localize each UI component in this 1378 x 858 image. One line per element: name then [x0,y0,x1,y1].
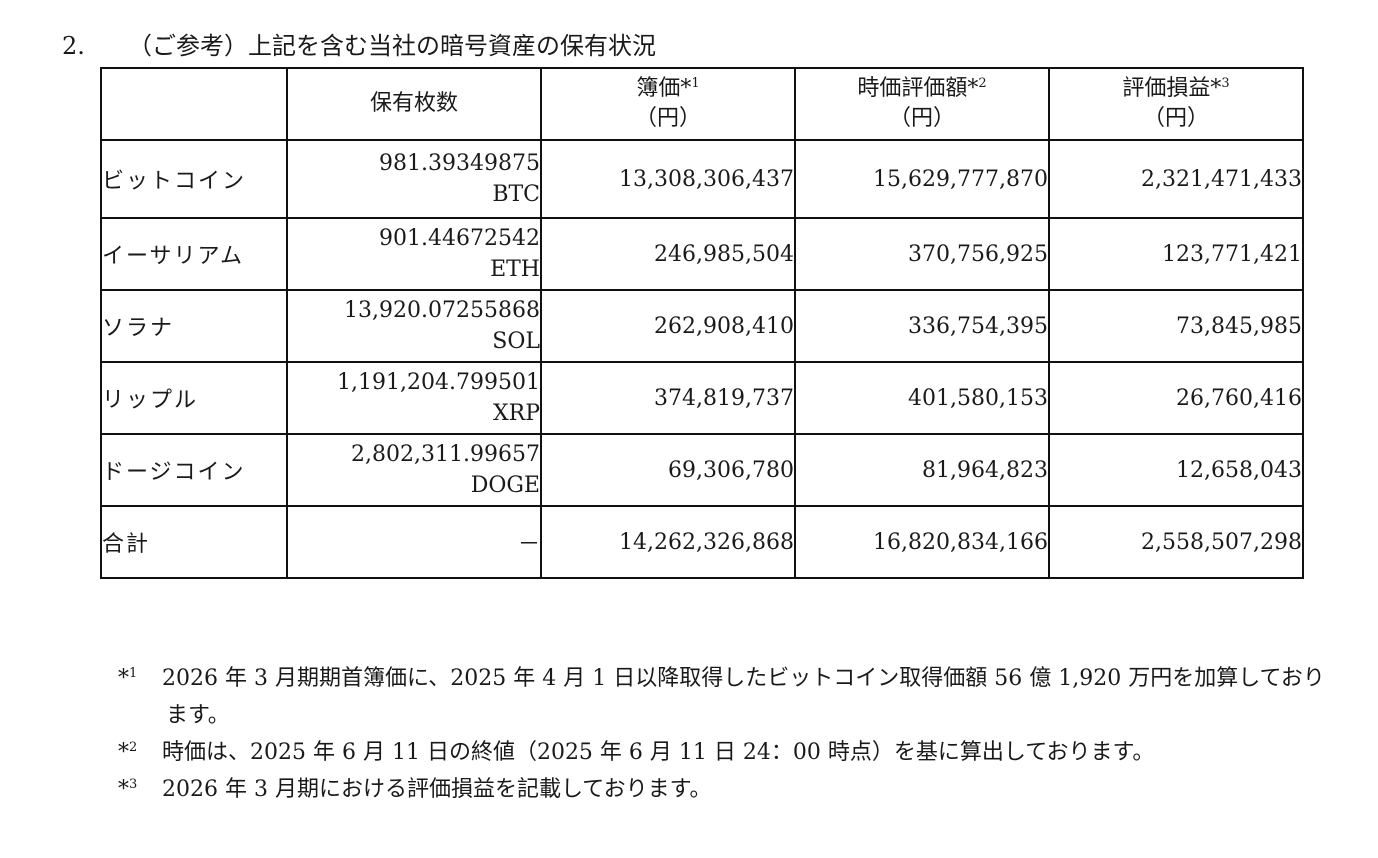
footnote-3-marker: *3 [118,771,162,808]
table-row-solana: ソラナ 13,920.07255868 SOL 262,908,410 336,… [100,289,1304,363]
asset-name: ビットコイン [100,139,288,219]
footnote-1-text: 2026 年 3 月期期首簿価に、2025 年 4 月 1 日以降取得したビット… [162,666,1325,691]
header-market-value: 時価評価額*2 （円） [794,67,1050,141]
valuation-gain: 73,845,985 [1048,289,1304,363]
book-value: 246,985,504 [540,217,796,291]
total-quantity: － [286,505,542,579]
section-number: 2. [62,32,85,60]
asset-quantity: 2,802,311.99657 [351,442,540,467]
header-book-value: 簿価*1 （円） [540,67,796,141]
footnote-2-asterisk: * [118,740,129,765]
header-gain-unit: （円） [1142,106,1209,131]
footnote-1-continuation: ます。 [166,703,230,728]
market-value: 401,580,153 [794,361,1050,435]
table-header-row: 保有枚数 簿価*1 （円） 時価評価額*2 （円） 評価損益*3 （円） [100,67,1304,141]
book-value: 69,306,780 [540,433,796,507]
footnote-1: *1 2026 年 3 月期期首簿価に、2025 年 4 月 1 日以降取得した… [118,660,1325,697]
header-quantity: 保有枚数 [286,67,542,141]
table-row-bitcoin: ビットコイン 981.39349875 BTC 13,308,306,437 1… [100,139,1304,219]
market-value: 15,629,777,870 [794,139,1050,219]
footnote-1-number: 1 [129,666,138,681]
asset-name: イーサリアム [100,217,288,291]
section-heading: 2. （ご参考）上記を含む当社の暗号資産の保有状況 [62,28,656,64]
asset-unit: DOGE [470,473,540,498]
asset-name: ドージコイン [100,433,288,507]
footnote-2-text: 時価は、2025 年 6 月 11 日の終値（2025 年 6 月 11 日 2… [162,740,1155,765]
footnote-3-asterisk: * [118,777,129,802]
header-market-value-label: 時価評価額 [857,76,968,101]
asset-quantity: 1,191,204.799501 [337,370,540,395]
header-book-value-sup: 1 [691,76,700,91]
asset-unit: ETH [490,257,540,282]
asset-quantity-cell: 981.39349875 BTC [286,139,542,219]
header-book-value-unit: （円） [634,106,701,131]
footnote-2-number: 2 [129,740,138,755]
footnote-2-marker: *2 [118,734,162,771]
asset-quantity-cell: 901.44672542 ETH [286,217,542,291]
footnotes: *1 2026 年 3 月期期首簿価に、2025 年 4 月 1 日以降取得した… [118,660,1325,808]
asset-unit: XRP [492,401,540,426]
footnote-3-number: 3 [129,777,138,792]
valuation-gain: 123,771,421 [1048,217,1304,291]
valuation-gain: 26,760,416 [1048,361,1304,435]
table-row-total: 合計 － 14,262,326,868 16,820,834,166 2,558… [100,505,1304,579]
asset-quantity-cell: 2,802,311.99657 DOGE [286,433,542,507]
total-book-value: 14,262,326,868 [540,505,796,579]
asset-quantity-cell: 13,920.07255868 SOL [286,289,542,363]
header-blank [100,67,288,141]
asset-quantity: 13,920.07255868 [344,298,540,323]
book-value: 374,819,737 [540,361,796,435]
asset-unit: BTC [492,182,540,207]
header-gain-label: 評価損益 [1122,76,1211,101]
footnote-3-text: 2026 年 3 月期における評価損益を記載しております。 [162,777,712,802]
header-gain: 評価損益*3 （円） [1048,67,1304,141]
book-value: 13,308,306,437 [540,139,796,219]
asset-unit: SOL [492,329,540,354]
table-row-ethereum: イーサリアム 901.44672542 ETH 246,985,504 370,… [100,217,1304,291]
header-market-value-mark: * [967,76,979,101]
valuation-gain: 2,321,471,433 [1048,139,1304,219]
footnote-1-asterisk: * [118,666,129,691]
footnote-1-marker: *1 [118,660,162,697]
total-valuation-gain: 2,558,507,298 [1048,505,1304,579]
market-value: 336,754,395 [794,289,1050,363]
crypto-holdings-table: 保有枚数 簿価*1 （円） 時価評価額*2 （円） 評価損益*3 （円） ビット… [100,67,1304,579]
header-market-value-unit: （円） [888,106,955,131]
table-row-ripple: リップル 1,191,204.799501 XRP 374,819,737 40… [100,361,1304,435]
asset-name: リップル [100,361,288,435]
footnote-2: *2 時価は、2025 年 6 月 11 日の終値（2025 年 6 月 11 … [118,734,1325,771]
header-gain-mark: * [1210,76,1222,101]
footnote-3: *3 2026 年 3 月期における評価損益を記載しております。 [118,771,1325,808]
header-market-value-sup: 2 [978,76,987,91]
header-book-value-mark: * [680,76,692,101]
table-row-dogecoin: ドージコイン 2,802,311.99657 DOGE 69,306,780 8… [100,433,1304,507]
header-quantity-label: 保有枚数 [369,91,458,116]
asset-quantity-cell: 1,191,204.799501 XRP [286,361,542,435]
asset-quantity: 901.44672542 [379,226,540,251]
total-label: 合計 [100,505,288,579]
asset-quantity: 981.39349875 [379,151,540,176]
header-book-value-label: 簿価 [636,76,681,101]
section-title: （ご参考）上記を含む当社の暗号資産の保有状況 [128,32,656,60]
total-market-value: 16,820,834,166 [794,505,1050,579]
market-value: 370,756,925 [794,217,1050,291]
book-value: 262,908,410 [540,289,796,363]
header-gain-sup: 3 [1221,76,1230,91]
market-value: 81,964,823 [794,433,1050,507]
valuation-gain: 12,658,043 [1048,433,1304,507]
asset-name: ソラナ [100,289,288,363]
